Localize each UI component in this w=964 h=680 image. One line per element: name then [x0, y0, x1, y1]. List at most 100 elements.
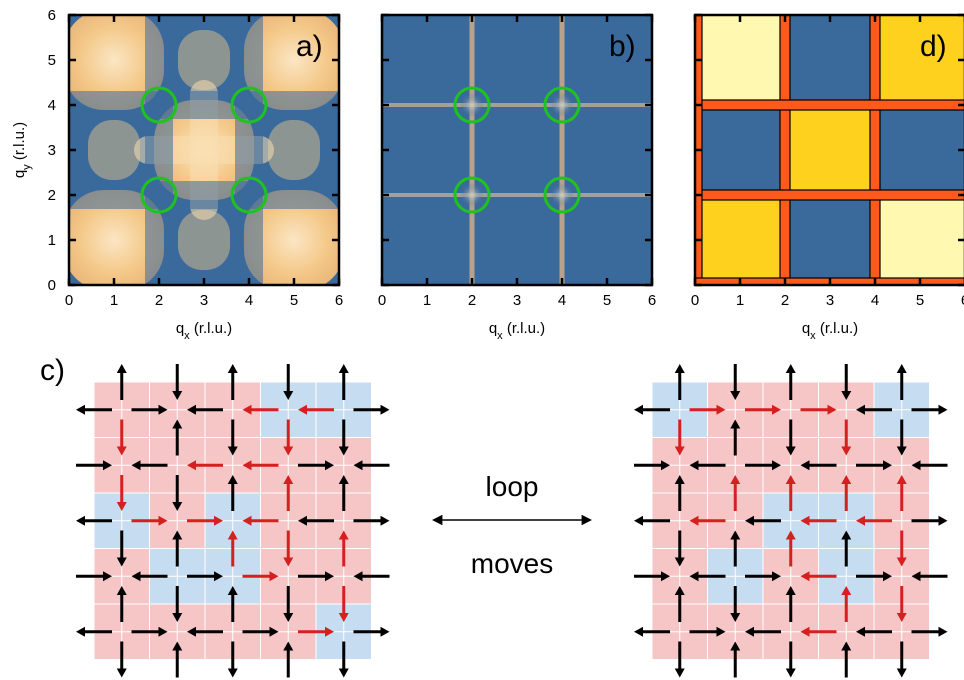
lattice-tile: [902, 382, 929, 410]
green-circle: [140, 86, 178, 124]
lattice-tile: [177, 576, 205, 604]
red-arrow-head: [187, 460, 196, 471]
lattice-tile: [205, 576, 233, 604]
red-arrow-head: [158, 515, 168, 526]
sand-blob: [69, 190, 164, 285]
lattice-tile: [735, 549, 763, 576]
black-arrow-head: [172, 641, 183, 651]
x-tick-label: 6: [335, 292, 343, 309]
red-arrow-head: [283, 557, 294, 567]
x-tick-label: 6: [648, 292, 656, 309]
lattice-tile: [874, 465, 902, 493]
red-arrow-head: [338, 613, 349, 622]
lattice-tile: [874, 549, 902, 576]
black-arrow-head: [800, 460, 810, 471]
x-tick-label: 3: [200, 292, 208, 309]
green-circle: [543, 86, 581, 124]
moves-label: moves: [471, 548, 553, 579]
lattice-tile: [652, 632, 680, 659]
loop-moves-annotation: loop moves: [431, 471, 593, 579]
black-arrow-head: [661, 460, 670, 471]
lattice-tile: [708, 410, 735, 437]
x-tick-label: 5: [290, 292, 298, 309]
lattice-tile: [261, 576, 288, 604]
lattice-tile: [94, 410, 122, 437]
panel-d-schematic: d): [693, 13, 964, 287]
black-arrow-head: [172, 419, 183, 429]
lattice-tile: [205, 465, 233, 493]
black-arrow-head: [380, 515, 390, 526]
black-arrow-head: [227, 668, 238, 678]
lattice-tile: [205, 632, 233, 659]
intensity-spot: [460, 183, 484, 207]
lattice-tile: [94, 604, 122, 632]
lattice-tile: [316, 410, 344, 437]
lattice-tile: [233, 576, 260, 604]
lattice-tile: [94, 465, 122, 493]
lattice-tile: [344, 438, 371, 465]
black-arrow-head: [76, 515, 85, 526]
black-arrow-head: [227, 446, 238, 456]
lattice-tile: [233, 632, 260, 659]
green-circle: [453, 176, 491, 214]
black-arrow-head: [730, 613, 741, 622]
x-tick-label: 5: [916, 292, 924, 309]
blue-band: [69, 91, 339, 119]
red-arrow-head: [841, 475, 852, 484]
lattice-tile: [708, 382, 735, 410]
black-arrow-head: [730, 641, 741, 651]
sand-blob: [69, 15, 164, 110]
black-arrow-head: [325, 571, 334, 582]
y-tick-label: 6: [48, 7, 56, 24]
red-arrow-head: [116, 446, 127, 456]
black-arrow-head: [911, 571, 921, 582]
black-arrow-head: [227, 586, 238, 595]
lattice-tile: [122, 465, 149, 493]
lattice-tile: [233, 493, 260, 521]
lattice-tile: [846, 521, 874, 548]
vertex-lattice-right: [634, 364, 948, 678]
sand-lobe: [268, 120, 320, 180]
lattice-tile: [344, 632, 371, 659]
black-arrow-head: [187, 626, 196, 637]
green-circle: [230, 86, 268, 124]
black-arrow-head: [227, 475, 238, 484]
black-arrow-head: [896, 668, 907, 678]
red-arrow-head: [338, 530, 349, 540]
lattice-tile: [122, 382, 149, 410]
red-arrow-head: [227, 530, 238, 540]
red-arrow-head: [716, 404, 726, 415]
black-arrow-head: [661, 571, 670, 582]
orange-bar-horizontal: [695, 99, 964, 111]
lattice-tile: [233, 438, 260, 465]
panel-a-green-circles: [140, 86, 268, 214]
black-arrow-head: [841, 391, 852, 400]
color-block: [784, 194, 876, 285]
lattice-tile: [316, 521, 344, 548]
lattice-tile: [652, 521, 680, 548]
black-arrow-head: [283, 613, 294, 622]
lattice-tile: [288, 438, 316, 465]
lattice-tile: [150, 438, 177, 465]
lattice-tile: [233, 521, 260, 548]
black-arrow-head: [634, 515, 643, 526]
lattice-tile: [791, 521, 818, 548]
black-arrow-head: [338, 446, 349, 456]
x-tick-label: 5: [603, 292, 611, 309]
red-arrow-head: [674, 446, 685, 456]
lattice-tile: [288, 382, 316, 410]
lattice-tile: [150, 493, 177, 521]
black-arrow-head: [674, 364, 685, 373]
black-arrow-head: [938, 404, 948, 415]
panel-b-heatmap: b): [380, 13, 654, 287]
sand-blob: [244, 15, 339, 110]
panel-a-label: a): [296, 30, 323, 63]
color-block: [695, 15, 786, 106]
y-tick-label: 2: [48, 187, 56, 204]
black-arrow-head: [856, 626, 865, 637]
lattice-tile: [122, 576, 149, 604]
lattice-tile: [288, 410, 316, 437]
red-arrow-head: [800, 571, 810, 582]
lattice-tile: [288, 576, 316, 604]
lattice-tile: [316, 382, 344, 410]
